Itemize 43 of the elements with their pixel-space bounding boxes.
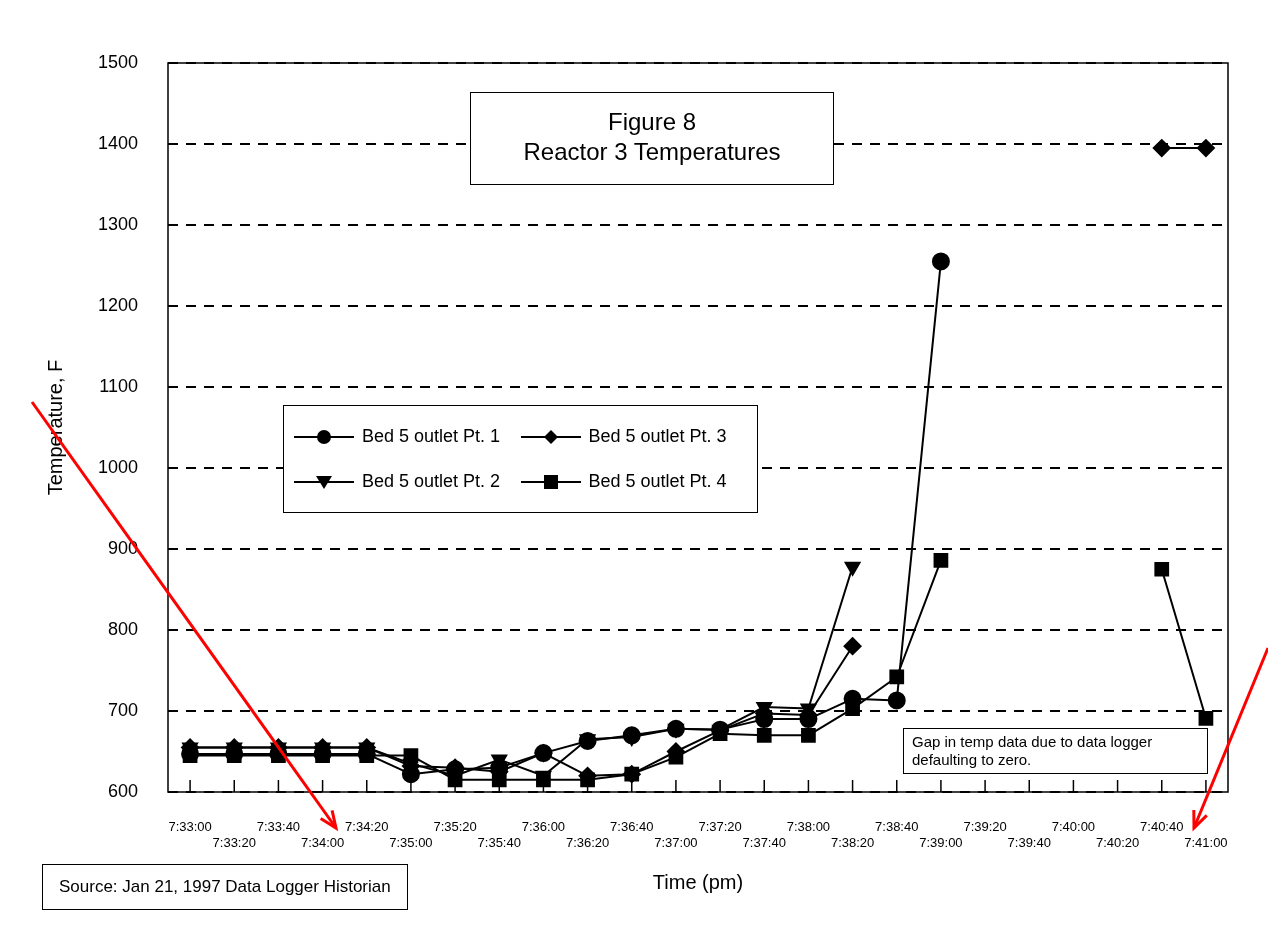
y-tick-label: 1300 bbox=[97, 213, 138, 234]
y-tick-label: 1400 bbox=[97, 132, 138, 153]
y-tick-label: 900 bbox=[107, 537, 138, 558]
text-box: Source: Jan 21, 1997 Data Logger Historian bbox=[42, 864, 408, 910]
x-tick-label: 7:37:40 bbox=[742, 834, 786, 850]
x-tick-label: 7:35:00 bbox=[389, 834, 433, 850]
x-tick-label: 7:39:00 bbox=[919, 834, 963, 850]
x-tick-label: 7:40:40 bbox=[1140, 819, 1184, 835]
y-tick-label: 600 bbox=[107, 780, 138, 801]
text-box: Figure 8 Reactor 3 Temperatures bbox=[470, 92, 834, 185]
x-tick-label: 7:33:00 bbox=[168, 819, 212, 835]
x-tick-label: 7:38:40 bbox=[875, 819, 919, 835]
x-tick-label: 7:36:20 bbox=[565, 834, 610, 850]
x-tick-label: 7:38:00 bbox=[786, 819, 831, 835]
y-tick-label: 700 bbox=[107, 699, 138, 720]
y-tick-label: 800 bbox=[107, 618, 138, 639]
y-tick-label: 1500 bbox=[97, 51, 138, 72]
x-axis-title: Time (pm) bbox=[652, 870, 744, 893]
x-tick-label: 7:37:00 bbox=[654, 834, 698, 850]
y-tick-label: 1200 bbox=[97, 294, 138, 315]
x-tick-label: 7:39:40 bbox=[1007, 834, 1051, 850]
x-tick-label: 7:40:00 bbox=[1051, 819, 1096, 835]
x-tick-label: 7:40:20 bbox=[1095, 834, 1140, 850]
x-tick-label: 7:41:00 bbox=[1184, 834, 1228, 850]
x-tick-label: 7:33:20 bbox=[212, 834, 256, 850]
y-tick-label: 1100 bbox=[99, 375, 138, 396]
x-tick-label: 7:36:40 bbox=[610, 819, 654, 835]
legend-label: Bed 5 outlet Pt. 2 bbox=[362, 471, 501, 492]
x-tick-label: 7:34:00 bbox=[300, 834, 345, 850]
x-tick-label: 7:36:00 bbox=[521, 819, 566, 835]
text-box: Gap in temp data due to data logger defaulting to zero. bbox=[903, 728, 1208, 774]
x-tick-label: 7:33:40 bbox=[256, 819, 301, 835]
x-tick-label: 7:39:20 bbox=[963, 819, 1007, 835]
y-axis-title: Temperature, F bbox=[43, 359, 66, 496]
x-tick-label: 7:34:20 bbox=[345, 819, 389, 835]
legend-label: Bed 5 outlet Pt. 3 bbox=[588, 426, 727, 447]
legend-label: Bed 5 outlet Pt. 4 bbox=[588, 471, 727, 492]
y-tick-label: 1000 bbox=[97, 456, 138, 477]
legend-label: Bed 5 outlet Pt. 1 bbox=[362, 426, 501, 447]
x-tick-label: 7:35:20 bbox=[433, 819, 477, 835]
x-tick-label: 7:38:20 bbox=[830, 834, 875, 850]
x-tick-label: 7:35:40 bbox=[477, 834, 521, 850]
x-tick-label: 7:37:20 bbox=[698, 819, 742, 835]
